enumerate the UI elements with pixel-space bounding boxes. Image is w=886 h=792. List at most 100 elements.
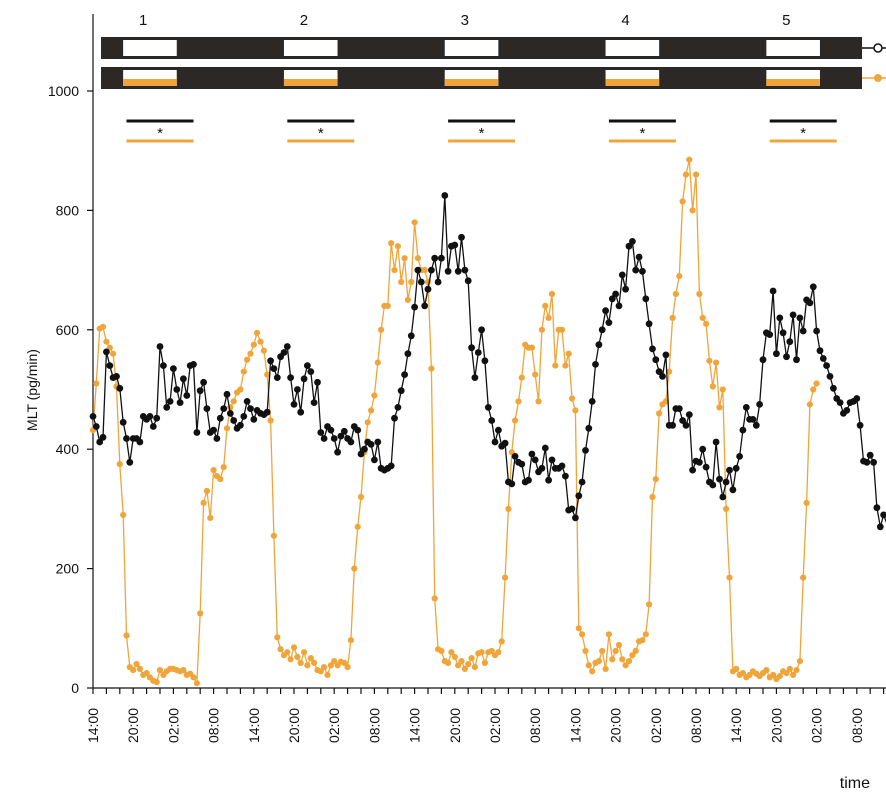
data-point — [223, 390, 231, 398]
data-point — [568, 395, 576, 402]
data-point — [388, 240, 395, 247]
data-point — [421, 302, 429, 310]
x-tick-label: 20:00 — [608, 708, 624, 743]
orange-light-marker — [444, 79, 499, 86]
data-point — [478, 326, 485, 334]
data-point — [491, 438, 499, 446]
data-point — [629, 238, 636, 245]
day-label: 1 — [139, 12, 147, 29]
data-point — [508, 480, 516, 488]
data-point — [340, 427, 348, 435]
data-point — [819, 355, 827, 362]
data-point — [548, 456, 556, 464]
data-point — [806, 401, 814, 408]
data-point — [250, 341, 257, 348]
data-point — [213, 435, 221, 442]
data-point — [93, 380, 100, 387]
data-point — [110, 350, 117, 357]
x-tick-label: 14:00 — [246, 708, 262, 743]
data-point — [136, 438, 144, 446]
data-point — [786, 338, 794, 346]
x-axis-label: time — [840, 775, 870, 792]
data-point — [226, 410, 234, 417]
data-point — [458, 658, 465, 665]
data-point — [290, 644, 298, 651]
data-point — [92, 423, 100, 430]
data-point — [488, 647, 495, 655]
data-point — [756, 401, 763, 408]
data-point — [156, 343, 164, 350]
x-tick-label: 20:00 — [125, 708, 141, 743]
x-tick-label: 02:00 — [809, 708, 825, 743]
x-tick-label: 02:00 — [648, 708, 664, 743]
data-point — [274, 634, 281, 641]
data-point — [813, 380, 820, 387]
data-point — [207, 514, 214, 522]
data-point — [478, 649, 485, 656]
data-point — [703, 320, 710, 327]
data-point — [655, 368, 663, 375]
data-point — [220, 405, 228, 412]
data-point — [535, 398, 542, 405]
data-point — [401, 371, 408, 378]
data-point — [719, 493, 727, 501]
data-point — [572, 407, 579, 414]
data-point — [247, 350, 254, 357]
data-point — [739, 670, 747, 677]
data-point — [716, 475, 723, 483]
axes: 0 200 400 600 800 1000 14:00 20:00 02:00 08:00 14:… — [48, 14, 886, 743]
data-point — [518, 374, 525, 381]
data-point — [357, 493, 365, 501]
data-point — [532, 371, 539, 378]
x-tick-label: 14:00 — [407, 708, 423, 743]
data-point — [190, 361, 197, 368]
data-point — [642, 295, 650, 303]
data-point — [89, 413, 97, 420]
data-point — [210, 467, 217, 474]
data-point — [836, 399, 844, 406]
data-point — [501, 439, 509, 447]
data-point — [709, 481, 717, 489]
data-point — [739, 426, 747, 434]
data-point — [783, 670, 790, 677]
data-point — [200, 378, 208, 386]
data-point — [659, 373, 666, 380]
data-point — [163, 404, 171, 411]
data-point — [515, 398, 522, 405]
light-period — [444, 40, 499, 56]
data-point — [344, 664, 351, 671]
data-point — [290, 401, 298, 408]
data-point — [498, 638, 505, 645]
data-point — [294, 386, 301, 393]
data-point — [455, 662, 462, 669]
data-point — [267, 417, 274, 424]
data-point — [371, 456, 378, 464]
significance-marker: * — [318, 125, 324, 142]
data-point — [699, 314, 706, 321]
data-point — [424, 285, 432, 293]
data-point — [783, 353, 790, 361]
data-point — [378, 326, 385, 333]
data-point — [411, 219, 418, 226]
data-point — [675, 405, 683, 412]
data-point — [528, 450, 536, 458]
data-point — [120, 511, 127, 518]
data-point — [374, 438, 382, 446]
series-black — [89, 192, 886, 531]
data-point — [810, 386, 817, 393]
data-point — [428, 266, 435, 274]
data-point — [237, 386, 244, 393]
data-point — [474, 349, 482, 356]
data-point — [398, 278, 405, 286]
data-point — [618, 271, 626, 279]
data-point — [351, 565, 358, 572]
x-tick-label: 14:00 — [728, 708, 744, 743]
data-point — [863, 458, 871, 466]
data-point — [511, 417, 519, 424]
x-tick-label: 14:00 — [85, 708, 101, 743]
data-point — [240, 413, 248, 420]
data-point — [666, 368, 673, 375]
data-point — [793, 356, 800, 364]
data-point — [736, 453, 743, 460]
